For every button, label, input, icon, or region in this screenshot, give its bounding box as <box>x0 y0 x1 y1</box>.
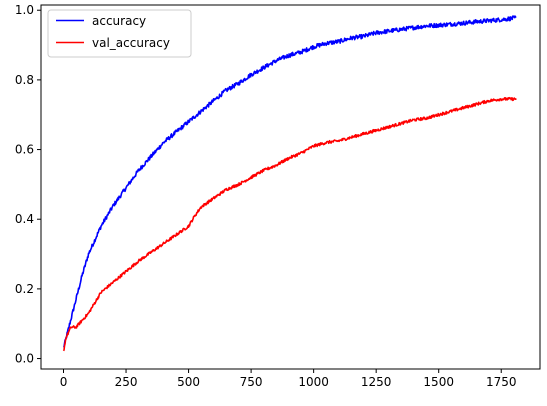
y-tick-label: 1.0 <box>15 3 34 17</box>
plot-frame <box>40 4 541 370</box>
x-tick-label: 750 <box>240 375 263 389</box>
x-tick-label: 1750 <box>486 375 517 389</box>
x-tick-label: 500 <box>177 375 200 389</box>
x-tick-label: 250 <box>115 375 138 389</box>
legend: accuracy val_accuracy <box>47 9 192 58</box>
x-tick-label: 1000 <box>298 375 329 389</box>
y-tick-label: 0.8 <box>15 73 34 87</box>
y-tick-label: 0.4 <box>15 212 34 226</box>
x-tick-label: 0 <box>60 375 68 389</box>
series-line-val-accuracy <box>62 96 517 352</box>
legend-box <box>47 9 192 58</box>
legend-label-val-accuracy: val_accuracy <box>92 36 170 50</box>
x-tick-label: 1250 <box>361 375 392 389</box>
y-tick-label: 0.0 <box>15 352 34 366</box>
x-axis: 0 250 500 750 1000 1250 1500 1750 <box>60 369 517 389</box>
series-layer <box>62 15 517 352</box>
y-tick-label: 0.6 <box>15 143 34 157</box>
series-line-accuracy <box>62 15 517 349</box>
y-tick-label: 0.2 <box>15 282 34 296</box>
x-tick-label: 1500 <box>423 375 454 389</box>
legend-label-accuracy: accuracy <box>92 14 146 28</box>
y-axis: 0.0 0.2 0.4 0.6 0.8 1.0 <box>15 3 41 366</box>
